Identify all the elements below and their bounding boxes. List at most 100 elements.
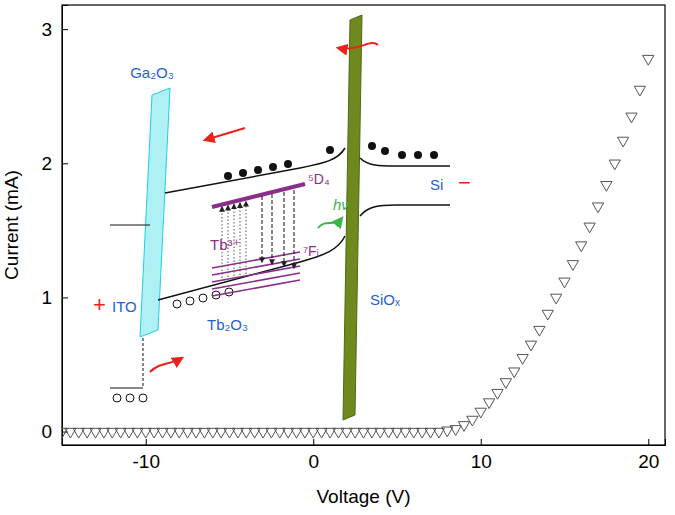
electron-drift [205, 128, 245, 140]
level-7fj [212, 273, 300, 289]
x-tick: 20 [638, 439, 659, 472]
data-point [559, 278, 570, 288]
annotation: ITO [112, 298, 137, 315]
y-axis-title: Current (mA) [1, 170, 22, 280]
emission [262, 196, 263, 262]
data-point [609, 160, 620, 170]
level-7fj [212, 266, 300, 282]
level-7fj [212, 280, 300, 296]
chart: -10 0 10 20 0 1 2 3 Voltage (V) Current (mA) Ga₂O₃… [0, 0, 675, 515]
y-axis-line [63, 6, 69, 446]
ito-drop [143, 338, 144, 388]
plot-frame [62, 5, 665, 445]
electron [414, 151, 422, 159]
annotation: + [93, 292, 106, 317]
data-point [62, 428, 68, 438]
data-point [467, 416, 478, 426]
data-point [576, 242, 587, 252]
data-point [567, 261, 578, 271]
ga2o3-barrier [140, 88, 170, 337]
hole [126, 394, 134, 402]
annotation: Tb₂O₃ [207, 316, 248, 333]
electron [381, 147, 389, 155]
tb2o3-cb [165, 148, 345, 193]
annotation: − [458, 170, 471, 195]
data-point [617, 137, 628, 147]
data-point [550, 294, 561, 304]
data-point [500, 379, 511, 389]
data-point [626, 113, 637, 123]
y-tick-label: 2 [41, 153, 52, 174]
band-diagram [110, 15, 450, 420]
annotation: SiOₓ [370, 291, 400, 308]
electron-injection [338, 43, 378, 49]
x-tick-mark [146, 439, 147, 445]
ito-level [110, 225, 150, 226]
excitation [246, 202, 247, 274]
electron [269, 163, 277, 171]
y-tick: 0 [41, 421, 68, 442]
emission [272, 194, 273, 264]
x-axis-line [63, 439, 666, 446]
electron [326, 146, 334, 154]
electron [368, 142, 376, 150]
y-tick-mark [62, 29, 68, 30]
data-point [492, 389, 503, 399]
x-tick-label: -10 [133, 451, 160, 472]
data-point [592, 203, 603, 213]
x-tick-mark [648, 439, 649, 445]
x-axis-title: Voltage (V) [317, 486, 411, 507]
data-point [509, 368, 520, 378]
data-point [534, 326, 545, 336]
data-point [542, 310, 553, 320]
data-point [643, 55, 654, 65]
x-tick: 10 [471, 439, 492, 472]
electron [284, 160, 292, 168]
annotation: ⁵D₄ [308, 171, 330, 187]
electron [224, 172, 232, 180]
annotation: hν [333, 196, 349, 213]
data-point [525, 341, 536, 351]
electron [239, 169, 247, 177]
annotation: Tb³⁺ [210, 236, 240, 253]
annotation: Si [430, 176, 443, 193]
ito-fermi [110, 388, 143, 389]
hole [139, 394, 147, 402]
data-point [450, 426, 461, 436]
level-7fj [212, 259, 300, 275]
x-tick-mark [481, 439, 482, 445]
si-vb [360, 205, 450, 216]
data-point [475, 408, 486, 418]
hole [173, 300, 181, 308]
data-point [483, 399, 494, 409]
electron [254, 166, 262, 174]
electron [430, 151, 438, 159]
data-point [584, 223, 595, 233]
tb2o3-vb [158, 236, 345, 300]
level-5d4 [212, 184, 305, 207]
hole [186, 297, 194, 305]
y-tick-label: 3 [41, 19, 52, 40]
y-tick: 3 [41, 19, 68, 40]
annotation: Ga₂O₃ [130, 64, 174, 81]
hole [113, 394, 121, 402]
photon-arrow [318, 218, 342, 228]
data-point [601, 182, 612, 192]
electron [398, 151, 406, 159]
emission [284, 192, 285, 266]
y-tick: 1 [41, 287, 68, 308]
data-points [62, 55, 654, 438]
data-point [634, 86, 645, 96]
y-tick-label: 1 [41, 287, 52, 308]
x-axis: -1001020 [63, 439, 666, 472]
x-tick-mark [313, 439, 314, 445]
y-tick: 2 [41, 153, 68, 174]
y-tick-mark [62, 163, 68, 164]
y-tick-label: 0 [41, 421, 52, 442]
annotation: ⁷Fⱼ [303, 243, 319, 259]
y-axis: 0 1 2 3 [41, 6, 68, 446]
data-point [458, 422, 469, 432]
emission [294, 190, 295, 268]
hole-injection [150, 358, 182, 372]
level-7fj [212, 252, 300, 268]
